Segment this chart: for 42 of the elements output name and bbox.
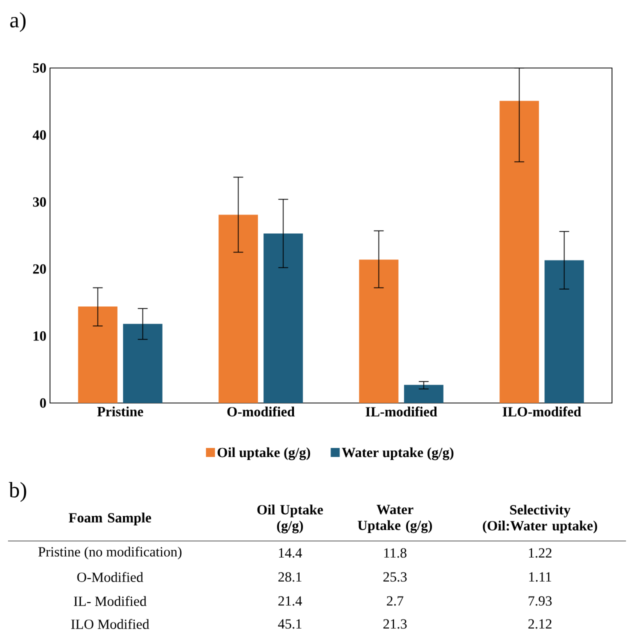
x-tick-label: ILO-modifed	[502, 406, 582, 416]
bar	[359, 260, 398, 403]
text: 28.1	[278, 572, 302, 582]
text: a)	[10, 12, 26, 32]
text: 21.4	[278, 596, 302, 606]
y-tick-label: 30	[33, 197, 46, 207]
bar	[404, 384, 444, 403]
text: ILO Modified	[71, 619, 150, 629]
text: Foam Sample	[68, 512, 152, 526]
y-tick-label: 40	[32, 130, 46, 140]
x-tick-label: IL-modified	[366, 406, 438, 416]
bar	[123, 324, 162, 403]
legend-label: Water uptake (g/g)	[342, 447, 454, 460]
x-tick-label: O-modified	[227, 406, 295, 416]
y-tick-label: 0	[40, 398, 46, 408]
text: 11.8	[384, 548, 406, 558]
text: 1.22	[529, 548, 552, 558]
text: Selectivity (Oil:Water uptake)	[482, 504, 598, 534]
text: 14.4	[279, 548, 302, 558]
text: Oil Uptake (g/g)	[257, 504, 323, 534]
text: O-Modified	[77, 572, 144, 582]
x-tick-label: Pristine	[97, 406, 144, 416]
text: 7.93	[528, 596, 552, 606]
bar	[500, 100, 539, 403]
text: b)	[8, 482, 26, 502]
text: 2.7	[386, 596, 404, 606]
text: Pristine (no modification)	[38, 546, 182, 560]
bar	[544, 260, 584, 403]
bar	[264, 233, 303, 403]
bar	[78, 306, 118, 403]
y-tick-label: 20	[33, 264, 46, 274]
text: 45.1	[278, 619, 302, 629]
legend-label: Oil uptake (g/g)	[218, 447, 310, 460]
text: IL- Modified	[74, 596, 146, 606]
text: 25.3	[383, 572, 407, 582]
y-tick-label: 10	[34, 331, 46, 341]
bar	[218, 214, 258, 403]
text: 1.11	[529, 572, 552, 582]
y-tick-label: 50	[33, 63, 46, 73]
text: 21.3	[383, 619, 407, 629]
text: 2.12	[528, 619, 552, 629]
text: Water Uptake (g/g)	[358, 504, 432, 534]
